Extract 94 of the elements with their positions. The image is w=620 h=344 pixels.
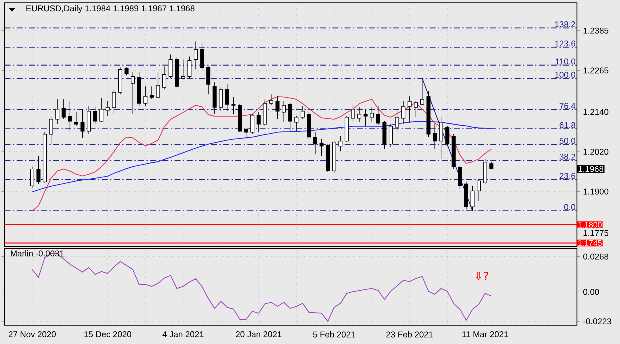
candlestick bbox=[470, 186, 475, 212]
candlestick bbox=[294, 116, 299, 132]
text: 110.0 bbox=[556, 58, 576, 64]
candlestick bbox=[100, 98, 104, 123]
candlestick bbox=[219, 87, 224, 112]
x-tick-label: 5 Feb 2021 bbox=[313, 331, 356, 338]
x-tick-label: 15 Dec 2020 bbox=[84, 331, 132, 338]
x-tick-label: 20 Jan 2021 bbox=[236, 331, 282, 338]
candlestick bbox=[62, 99, 66, 120]
candlestick bbox=[307, 112, 312, 140]
candlestick bbox=[49, 116, 54, 144]
candlestick bbox=[446, 126, 450, 146]
text: 76.4 bbox=[560, 102, 576, 109]
candlestick bbox=[68, 101, 72, 132]
candlestick bbox=[458, 166, 462, 190]
chart-title: EURUSD,Daily 1.1984 1.1989 1.1967 1.1968 bbox=[26, 5, 195, 14]
text: 23.6 bbox=[560, 172, 576, 179]
candlestick bbox=[80, 108, 85, 138]
y-tick-label: 1.2020 bbox=[584, 148, 609, 155]
candlestick bbox=[269, 94, 274, 106]
candlestick bbox=[314, 132, 318, 154]
candlestick bbox=[300, 106, 305, 120]
candlestick bbox=[483, 158, 488, 184]
candlestick bbox=[364, 108, 368, 127]
x-tick-label: 23 Feb 2021 bbox=[386, 331, 434, 338]
candlestick bbox=[351, 105, 356, 122]
candlestick bbox=[36, 156, 41, 184]
candlestick bbox=[288, 102, 292, 132]
y-tick-label: 1.2140 bbox=[584, 108, 609, 115]
candlestick bbox=[376, 106, 380, 126]
text: 38.2 bbox=[560, 154, 576, 160]
text: 61.8 bbox=[560, 122, 576, 128]
candlestick bbox=[232, 97, 236, 115]
candlestick bbox=[344, 116, 349, 142]
text: 100.0 bbox=[555, 72, 576, 78]
y-tick-label: -0.0223 bbox=[584, 318, 612, 324]
candlestick bbox=[225, 84, 230, 112]
candlestick bbox=[150, 86, 154, 100]
candlestick bbox=[162, 66, 167, 90]
candlestick bbox=[388, 124, 393, 148]
candlestick bbox=[244, 128, 248, 140]
x-tick-label: 11 Mar 2021 bbox=[462, 331, 508, 338]
candlestick bbox=[200, 42, 204, 70]
candlestick bbox=[464, 182, 468, 210]
y-tick-label: 1.2265 bbox=[584, 67, 609, 74]
candlestick bbox=[93, 107, 98, 125]
y-tick-label: 1.1775 bbox=[584, 230, 609, 236]
chart-title: Marlin -0.0031 bbox=[11, 250, 64, 256]
candlestick bbox=[188, 56, 192, 79]
y-tick-label: 0.0268 bbox=[584, 254, 609, 260]
candlestick bbox=[106, 101, 110, 117]
candlestick bbox=[30, 166, 34, 189]
candlestick bbox=[414, 101, 418, 118]
candlestick bbox=[250, 114, 255, 134]
candlestick bbox=[402, 101, 406, 125]
candlestick bbox=[131, 72, 136, 115]
candlestick bbox=[87, 106, 92, 134]
x-tick-label: 27 Nov 2020 bbox=[8, 331, 56, 338]
candlestick bbox=[212, 82, 217, 115]
candlestick bbox=[395, 110, 400, 132]
candlestick bbox=[276, 96, 280, 120]
text: 1.1968 bbox=[578, 166, 604, 172]
candlestick bbox=[370, 107, 374, 123]
y-tick-label: 1.1900 bbox=[584, 188, 609, 195]
candlestick bbox=[263, 99, 268, 127]
candlestick bbox=[433, 124, 438, 150]
candlestick bbox=[408, 96, 412, 123]
candlestick bbox=[118, 67, 122, 95]
candlestick bbox=[282, 101, 286, 123]
text: 138.2 bbox=[555, 21, 576, 28]
annotation: ⇩? bbox=[476, 272, 488, 280]
candlestick bbox=[338, 136, 343, 152]
text: 50.0 bbox=[560, 138, 576, 144]
text: 0.0 bbox=[564, 204, 576, 210]
candlestick bbox=[74, 112, 78, 127]
y-tick-label: 0.00 bbox=[584, 288, 600, 295]
candlestick bbox=[477, 178, 482, 202]
candlestick bbox=[181, 59, 186, 80]
candlestick bbox=[358, 107, 362, 123]
candlestick bbox=[439, 116, 444, 160]
candlestick bbox=[382, 120, 387, 150]
candlestick bbox=[168, 54, 173, 79]
candlestick bbox=[156, 72, 160, 99]
candlestick bbox=[144, 86, 148, 107]
text: 123.6 bbox=[555, 40, 576, 47]
candlestick bbox=[112, 89, 116, 115]
candlestick bbox=[256, 112, 261, 132]
candlestick bbox=[206, 66, 211, 95]
x-tick-label: 4 Jan 2021 bbox=[162, 331, 204, 338]
candlestick bbox=[56, 99, 60, 125]
y-tick-label: 1.2385 bbox=[584, 28, 609, 34]
candlestick bbox=[420, 78, 424, 106]
candlestick bbox=[194, 41, 198, 70]
candlestick bbox=[320, 138, 324, 156]
